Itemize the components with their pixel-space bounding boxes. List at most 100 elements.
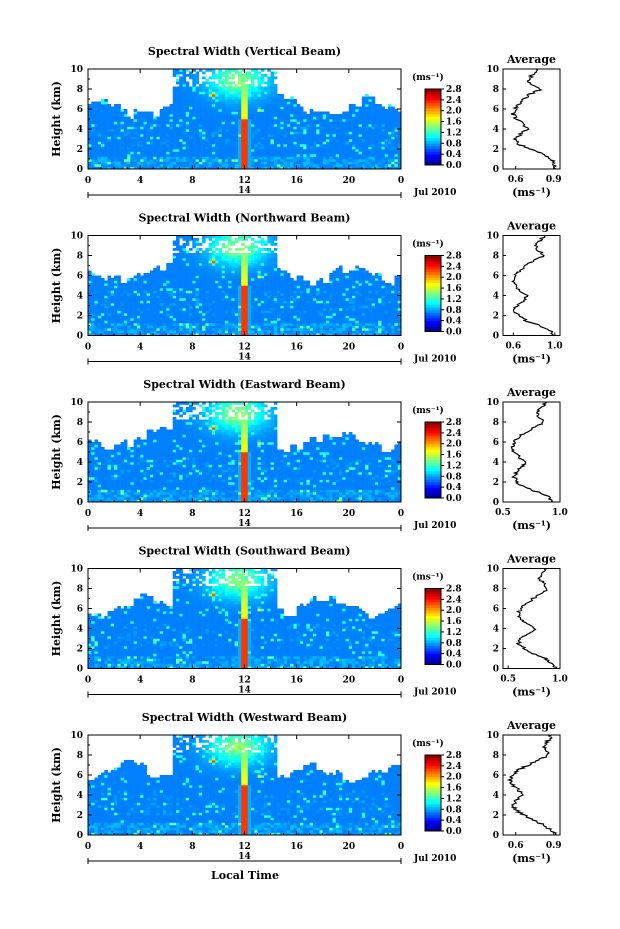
heatmap-cell	[322, 154, 327, 157]
heatmap-cell	[241, 243, 245, 246]
heatmap-cell	[205, 166, 209, 170]
heatmap-cell	[280, 270, 284, 274]
heatmap-cell	[293, 280, 297, 284]
heatmap-cell	[303, 149, 307, 152]
heatmap-cell	[224, 134, 229, 137]
heatmap-cell	[117, 144, 121, 147]
heatmap-cell	[192, 240, 196, 244]
x-tick-label: 16	[290, 176, 303, 186]
heatmap-cell	[237, 124, 242, 127]
heatmap-cell	[205, 94, 209, 97]
heatmap-cell	[329, 166, 333, 170]
heatmap-cell	[251, 166, 255, 170]
heatmap-cell	[251, 250, 255, 254]
heatmap-cell	[365, 109, 369, 112]
heatmap-cell	[97, 114, 102, 117]
heatmap-cell	[306, 166, 311, 170]
heatmap-cell	[283, 114, 288, 117]
heatmap-cell	[182, 69, 187, 72]
heatmap-cell	[378, 139, 382, 142]
heatmap-cell	[153, 146, 157, 150]
heatmap-cell	[149, 156, 154, 160]
heatmap-cell	[228, 81, 232, 85]
heatmap-cell	[88, 330, 92, 334]
heatmap-cell	[215, 159, 219, 162]
heatmap-cell	[153, 315, 157, 319]
heatmap-cell	[228, 116, 232, 120]
heatmap-cell	[91, 300, 95, 304]
heatmap-cell	[153, 270, 157, 274]
heatmap-cell	[237, 159, 242, 162]
heatmap-cell	[267, 288, 271, 291]
heatmap-cell	[244, 285, 249, 289]
heatmap-cell	[185, 308, 190, 311]
heatmap-cell	[162, 290, 167, 294]
heatmap-cell	[299, 119, 304, 122]
heatmap-cell	[335, 146, 340, 150]
heatmap-cell	[202, 101, 206, 105]
heatmap-cell	[303, 333, 307, 336]
heatmap-cell	[215, 144, 219, 147]
average-title: Average	[506, 53, 556, 66]
heatmap-cell	[251, 164, 255, 167]
heatmap-cell	[251, 104, 255, 107]
heatmap-cell	[234, 134, 239, 137]
heatmap-cell	[192, 278, 196, 281]
heatmap-cell	[319, 159, 324, 162]
heatmap-cell	[224, 280, 229, 284]
heatmap-cell	[283, 146, 288, 150]
heatmap-cell	[166, 293, 170, 296]
heatmap-cell	[195, 146, 200, 150]
heatmap-cell	[267, 136, 271, 140]
heatmap-cell	[205, 159, 209, 162]
heatmap-cell	[260, 305, 265, 309]
heatmap-cell	[179, 79, 183, 82]
heatmap-cell	[254, 86, 258, 90]
heatmap-cell	[293, 300, 297, 304]
heatmap-cell	[221, 298, 226, 301]
heatmap-cell	[303, 323, 307, 326]
heatmap-cell	[306, 325, 311, 329]
heatmap-cell	[293, 313, 297, 316]
heatmap-cell	[110, 325, 115, 329]
heatmap-cell	[267, 106, 271, 110]
heatmap-cell	[228, 159, 232, 162]
heatmap-cell	[299, 121, 304, 125]
heatmap-cell	[293, 141, 297, 145]
heatmap-cell	[234, 278, 239, 281]
heatmap-cell	[208, 288, 213, 291]
heatmap-cell	[286, 141, 291, 145]
heatmap-cell	[381, 141, 385, 145]
heatmap-cell	[286, 303, 291, 306]
heatmap-cell	[97, 303, 102, 306]
heatmap-cell	[241, 131, 245, 135]
heatmap-cell	[358, 144, 363, 147]
heatmap-cell	[176, 91, 180, 95]
heatmap-cell	[202, 99, 206, 102]
heatmap-cell	[224, 106, 229, 110]
heatmap-cell	[218, 74, 222, 77]
heatmap-cell	[273, 323, 278, 326]
heatmap-cell	[234, 156, 239, 160]
heatmap-cell	[215, 298, 219, 301]
heatmap-cell	[247, 101, 252, 105]
heatmap-cell	[192, 74, 196, 77]
heatmap-cell	[182, 330, 187, 334]
heatmap-cell	[179, 323, 183, 326]
heatmap-cell	[286, 101, 291, 105]
heatmap-cell	[202, 315, 206, 319]
heatmap-cell	[192, 270, 196, 274]
heatmap-cell	[172, 99, 177, 102]
heatmap-cell	[329, 124, 333, 127]
heatmap-cell	[162, 146, 167, 150]
heatmap-cell	[133, 109, 138, 112]
heatmap-cell	[136, 330, 141, 334]
heatmap-cell	[260, 154, 265, 157]
heatmap-cell	[277, 141, 281, 145]
heatmap-cell	[172, 134, 177, 137]
heatmap-cell	[283, 283, 288, 286]
heatmap-cell	[283, 330, 288, 334]
heatmap-cell	[290, 154, 294, 157]
heatmap-cell	[101, 310, 105, 314]
heatmap-cell	[293, 333, 297, 336]
